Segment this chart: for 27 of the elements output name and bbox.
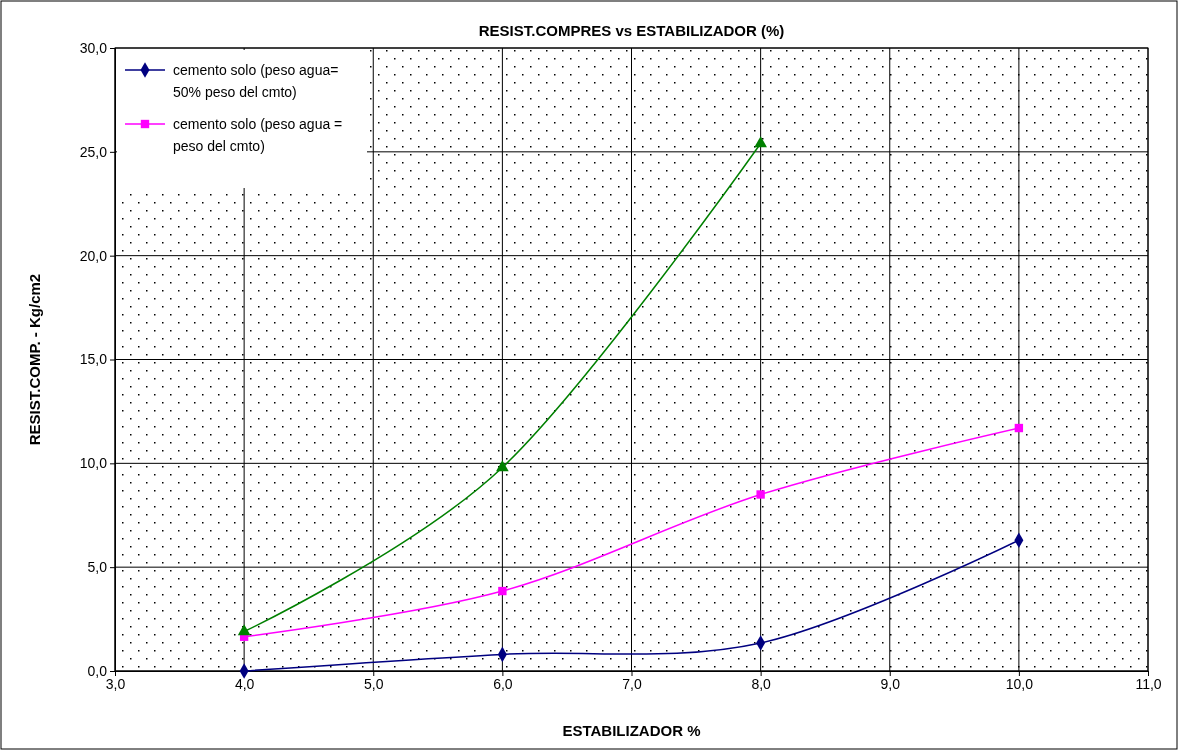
point <box>1014 423 1024 433</box>
y-tick-label: 5,0 <box>87 559 108 576</box>
y-tick-label: 30,0 <box>79 39 108 56</box>
y-tick-label: 10,0 <box>79 455 108 472</box>
x-tick-label: 10,0 <box>1005 675 1034 692</box>
legend-label: cemento solo (peso agua = peso del cmto) <box>173 116 343 154</box>
point <box>237 624 251 636</box>
y-tick-label: 15,0 <box>79 351 108 368</box>
x-tick-label: 8,0 <box>751 675 772 692</box>
y-tick-label: 0,0 <box>87 662 108 679</box>
x-tick-label: 3,0 <box>105 675 126 692</box>
point <box>756 490 765 499</box>
x-tick-label: 7,0 <box>622 675 642 692</box>
point <box>754 136 767 148</box>
legend-label: cemento solo (peso agua= 50% peso del cmto) <box>173 62 339 100</box>
chart-title: RESIST.COMPRES vs ESTABILIZADOR (%) <box>478 22 785 39</box>
x-tick-label: 9,0 <box>880 675 901 692</box>
point <box>496 460 509 472</box>
x-tick-label: 5,0 <box>364 675 384 692</box>
x-tick-label: 11,0 <box>1135 675 1162 692</box>
y-tick-label: 25,0 <box>79 143 108 160</box>
x-tick-label: 4,0 <box>234 675 255 692</box>
x-tick-label: 6,0 <box>493 675 513 692</box>
x-axis-title: ESTABILIZADOR % <box>562 722 701 739</box>
point <box>498 586 507 596</box>
y-tick-label: 20,0 <box>79 247 108 264</box>
y-axis-title: RESIST.COMP. - Kg/cm2 <box>26 273 43 446</box>
